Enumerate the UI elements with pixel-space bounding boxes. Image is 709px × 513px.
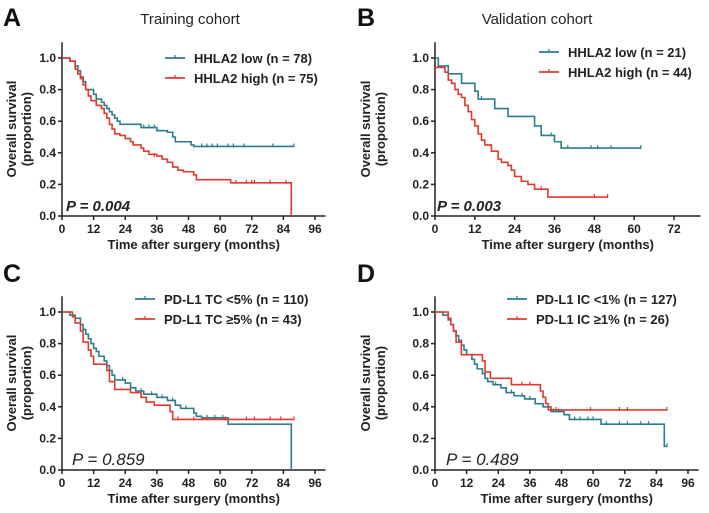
y-tick-label: 1.0 xyxy=(39,305,56,319)
x-tick-label: 12 xyxy=(468,222,482,236)
y-tick-label: 0.8 xyxy=(412,83,429,97)
x-tick-label: 48 xyxy=(555,476,569,490)
p-value: P = 0.003 xyxy=(437,198,502,215)
y-axis-label: Overall survival xyxy=(4,335,19,432)
y-tick-label: 0.0 xyxy=(39,209,56,223)
y-tick-label: 0.6 xyxy=(39,368,56,382)
y-tick-label: 0.8 xyxy=(39,83,56,97)
legend-label: PD-L1 IC <1% (n = 127) xyxy=(536,292,677,307)
survival-curve-high xyxy=(435,311,667,411)
y-tick-label: 0.4 xyxy=(412,400,429,414)
y-axis-label: (proportion) xyxy=(373,346,388,420)
legend-label: HHLA2 low (n = 21) xyxy=(568,45,686,60)
x-tick-label: 72 xyxy=(245,476,259,490)
y-axis-label: Overall survival xyxy=(358,335,373,432)
x-tick-label: 12 xyxy=(460,476,474,490)
panel-letter: B xyxy=(357,4,375,32)
panel-title: Validation cohort xyxy=(482,11,593,28)
x-tick-label: 24 xyxy=(492,476,506,490)
y-tick-label: 1.0 xyxy=(412,51,429,65)
x-axis-label: Time after surgery (months) xyxy=(481,491,653,506)
x-tick-label: 12 xyxy=(87,476,101,490)
y-tick-label: 1.0 xyxy=(412,305,429,319)
x-tick-label: 84 xyxy=(650,476,664,490)
y-tick-label: 0.2 xyxy=(412,177,429,191)
x-tick-label: 36 xyxy=(548,222,562,236)
legend-label: PD-L1 TC <5% (n = 110) xyxy=(164,292,309,307)
survival-curve-low xyxy=(435,311,667,448)
x-axis-label: Time after surgery (months) xyxy=(482,237,654,252)
y-tick-label: 0.2 xyxy=(39,177,56,191)
x-tick-label: 96 xyxy=(308,222,322,236)
panel-a: A Training cohort 0.0 0.2 0.4 0.6 0.8 1.0 0 12 24 3… xyxy=(3,4,326,252)
x-tick-label: 96 xyxy=(308,476,322,490)
x-tick-label: 24 xyxy=(119,222,133,236)
panel-letter: C xyxy=(3,260,21,288)
y-tick-label: 0.4 xyxy=(412,146,429,160)
y-tick-label: 0.0 xyxy=(39,463,56,477)
p-value: P = 0.004 xyxy=(66,198,131,215)
y-tick-label: 0.6 xyxy=(39,114,56,128)
y-tick-label: 0.6 xyxy=(412,114,429,128)
y-tick-label: 0.0 xyxy=(412,209,429,223)
survival-curve-high xyxy=(435,66,608,198)
panel-letter: D xyxy=(357,260,375,288)
x-tick-label: 0 xyxy=(59,222,66,236)
y-tick-label: 0.2 xyxy=(39,431,56,445)
x-tick-label: 72 xyxy=(245,222,259,236)
panel-c: C 0.0 0.2 0.4 0.6 0.8 1.0 0 12 24 36 48 60 72 84 96 Time… xyxy=(3,260,326,506)
x-tick-label: 60 xyxy=(213,222,227,236)
x-tick-label: 72 xyxy=(618,476,632,490)
x-tick-label: 48 xyxy=(182,222,196,236)
x-tick-label: 36 xyxy=(150,476,164,490)
panel-d: D 0.0 0.2 0.4 0.6 0.8 1.0 0 12 24 36 48 60 72 84 96 Time… xyxy=(357,260,699,506)
y-tick-label: 0.4 xyxy=(39,400,56,414)
x-tick-label: 0 xyxy=(432,476,439,490)
p-value: P = 0.489 xyxy=(446,450,519,469)
x-tick-label: 0 xyxy=(432,222,439,236)
legend-label: HHLA2 low (n = 78) xyxy=(194,51,312,66)
y-axis-label: (proportion) xyxy=(373,92,388,166)
y-tick-label: 0.8 xyxy=(412,337,429,351)
p-value: P = 0.859 xyxy=(72,450,145,469)
x-axis-label: Time after surgery (months) xyxy=(108,237,280,252)
panel-b: B Validation cohort 0.0 0.2 0.4 0.6 0.8 1.0 0 12 2… xyxy=(357,4,701,252)
legend-label: PD-L1 IC ≥1% (n = 26) xyxy=(536,312,669,327)
x-tick-label: 60 xyxy=(627,222,641,236)
x-tick-label: 84 xyxy=(277,476,291,490)
x-tick-label: 72 xyxy=(667,222,681,236)
y-tick-label: 1.0 xyxy=(39,51,56,65)
panel-letter: A xyxy=(3,4,21,32)
y-tick-label: 0.4 xyxy=(39,146,56,160)
y-axis-label: (proportion) xyxy=(19,92,34,166)
y-tick-label: 0.6 xyxy=(412,368,429,382)
legend-label: HHLA2 high (n = 75) xyxy=(194,71,318,86)
survival-curve-low xyxy=(62,311,293,470)
x-tick-label: 36 xyxy=(150,222,164,236)
y-axis-label: Overall survival xyxy=(358,81,373,178)
x-tick-label: 60 xyxy=(586,476,600,490)
x-tick-label: 24 xyxy=(119,476,133,490)
x-tick-label: 48 xyxy=(182,476,196,490)
y-tick-label: 0.2 xyxy=(412,431,429,445)
y-axis-label: Overall survival xyxy=(4,81,19,178)
x-tick-label: 0 xyxy=(59,476,66,490)
x-axis-label: Time after surgery (months) xyxy=(108,491,280,506)
x-tick-label: 60 xyxy=(213,476,227,490)
legend-label: HHLA2 high (n = 44) xyxy=(568,65,692,80)
y-tick-label: 0.0 xyxy=(412,463,429,477)
survival-curve-high xyxy=(62,57,293,216)
panel-title: Training cohort xyxy=(140,11,240,28)
legend-label: PD-L1 TC ≥5% (n = 43) xyxy=(164,312,302,327)
x-tick-label: 96 xyxy=(681,476,695,490)
x-tick-label: 48 xyxy=(588,222,602,236)
x-tick-label: 84 xyxy=(277,222,291,236)
survival-curve-high xyxy=(62,311,294,421)
y-axis-label: (proportion) xyxy=(19,346,34,420)
y-tick-label: 0.8 xyxy=(39,337,56,351)
x-tick-label: 36 xyxy=(523,476,537,490)
x-tick-label: 12 xyxy=(87,222,101,236)
x-tick-label: 24 xyxy=(508,222,522,236)
